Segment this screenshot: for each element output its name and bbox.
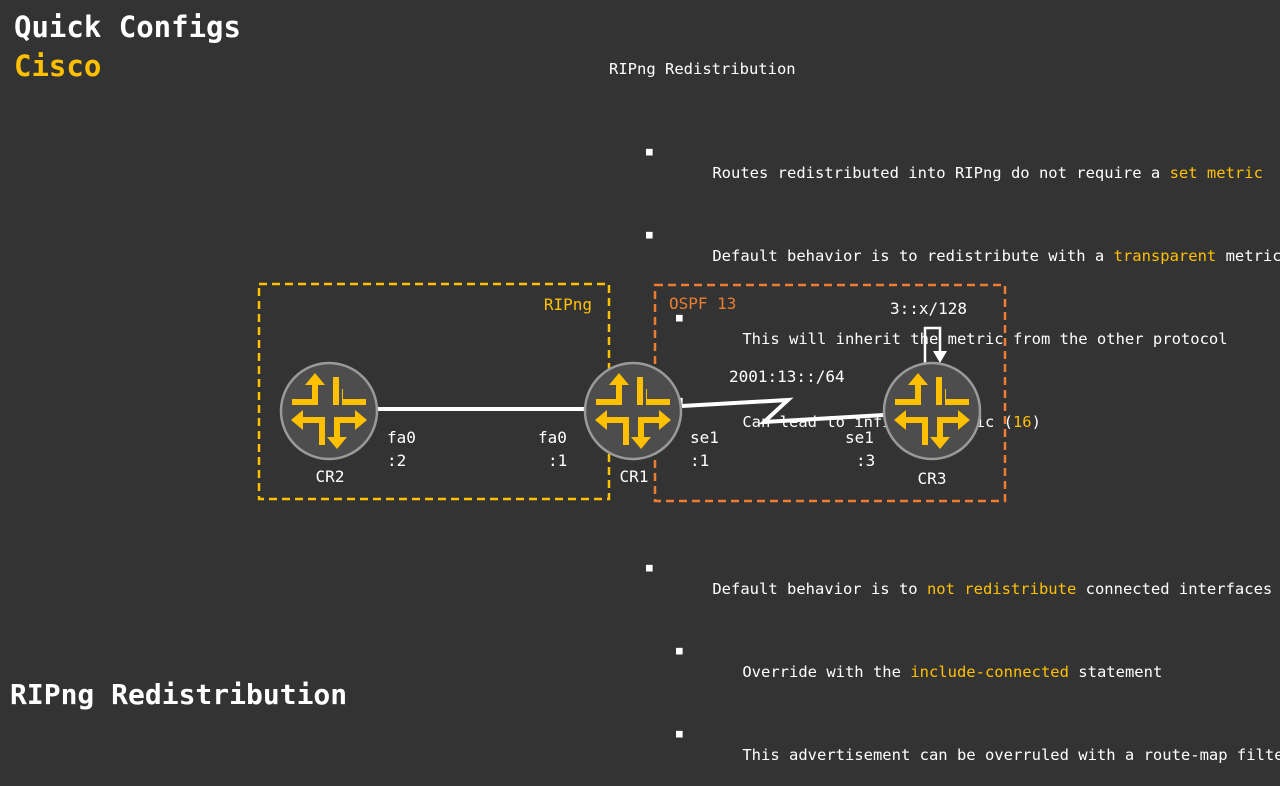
note-text: Routes redistributed into RIPng do not r… [712,163,1170,182]
vendor-subtitle: Cisco [14,49,102,83]
ripng-zone-label: RIPng [544,295,592,314]
note-bullet-3a: ■ Override with the include-connected sta… [609,641,1280,681]
cr3-interface: se1 [845,428,874,447]
router-cr2 [279,361,379,461]
note-highlight: include-connected [910,662,1069,681]
footer-title: RIPng Redistribution [10,678,348,711]
note-text: statement [1068,662,1163,681]
cr2-interface: fa0 [387,428,416,447]
serial-subnet-label: 2001:13::/64 [729,367,845,386]
cr3-address: :3 [856,451,875,470]
router-icon [882,361,982,461]
topology-diagram: RIPng OSPF 13 CR2 CR1 CR3 fa0 :2 fa0 :1 … [257,282,1007,503]
router-icon [583,361,683,461]
bullet-square-icon: ■ [646,144,653,158]
router-cr1 [583,361,683,461]
note-highlight: set metric [1169,163,1263,182]
ospf-zone-label: OSPF 13 [669,294,736,313]
note-bullet-2a: ■ This will inherit the metric from the o… [609,308,1280,348]
note-text: Override with the [742,662,911,681]
note-bullet-3: ■ Default behavior is to not redistribute… [609,558,1280,598]
bullet-square-icon: ■ [676,643,683,657]
note-text: This will inherit the metric from the ot… [742,329,1228,348]
router-name-cr3: CR3 [918,469,947,488]
note-text: ) [1031,413,1041,432]
page-title: Quick Configs [14,10,241,44]
note-text: Default behavior is to [712,579,927,598]
router-name-cr1: CR1 [620,467,649,486]
note-bullet-1: ■ Routes redistributed into RIPng do not … [609,142,1280,182]
loopback-line [923,326,942,364]
bullet-square-icon: ■ [646,560,653,574]
bullet-square-icon: ■ [646,227,653,241]
note-text: connected interfaces [1076,579,1273,598]
note-text: metric [1216,246,1280,265]
bullet-square-icon: ■ [676,727,683,741]
note-text: Default behavior is to redistribute with… [712,246,1114,265]
note-highlight: not redistribute [926,579,1077,598]
cr1-se-interface: se1 [690,428,719,447]
note-highlight: 16 [1012,413,1032,432]
ospf-zone-border [653,283,1007,503]
bullet-square-icon: ■ [676,311,683,325]
note-highlight: transparent [1113,246,1217,265]
cr1-fa-interface: fa0 [538,428,567,447]
cr2-address: :2 [387,451,406,470]
note-bullet-2: ■ Default behavior is to redistribute wit… [609,225,1280,265]
loopback-label: 3::x/128 [890,299,967,318]
cr1-fa-address: :1 [548,451,567,470]
cr1-se-address: :1 [690,451,709,470]
note-text: This advertisement can be overruled with… [742,745,1280,764]
router-icon [279,361,379,461]
router-name-cr2: CR2 [316,467,345,486]
serial-link-icon [681,397,885,425]
notes-heading: RIPng Redistribution [609,59,796,78]
note-bullet-3b: ■ This advertisement can be overruled wit… [609,724,1280,764]
router-cr3 [882,361,982,461]
loopback-arrow-icon [933,351,947,363]
